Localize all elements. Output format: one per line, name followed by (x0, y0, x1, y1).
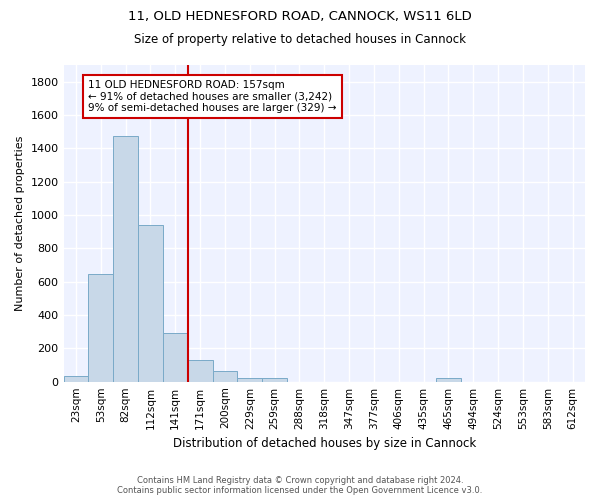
Text: 11 OLD HEDNESFORD ROAD: 157sqm
← 91% of detached houses are smaller (3,242)
9% o: 11 OLD HEDNESFORD ROAD: 157sqm ← 91% of … (88, 80, 337, 113)
Text: Contains HM Land Registry data © Crown copyright and database right 2024.
Contai: Contains HM Land Registry data © Crown c… (118, 476, 482, 495)
Bar (64, 376, 88, 382)
Bar (163, 332, 188, 382)
Bar (238, 378, 262, 382)
Bar (188, 360, 212, 382)
Text: Size of property relative to detached houses in Cannock: Size of property relative to detached ho… (134, 32, 466, 46)
Bar (113, 136, 138, 382)
Y-axis label: Number of detached properties: Number of detached properties (15, 136, 25, 311)
Bar (262, 378, 287, 382)
X-axis label: Distribution of detached houses by size in Cannock: Distribution of detached houses by size … (173, 437, 476, 450)
Bar (212, 371, 238, 382)
Bar (88, 274, 113, 382)
Bar (138, 225, 163, 382)
Text: 11, OLD HEDNESFORD ROAD, CANNOCK, WS11 6LD: 11, OLD HEDNESFORD ROAD, CANNOCK, WS11 6… (128, 10, 472, 23)
Bar (436, 378, 461, 382)
